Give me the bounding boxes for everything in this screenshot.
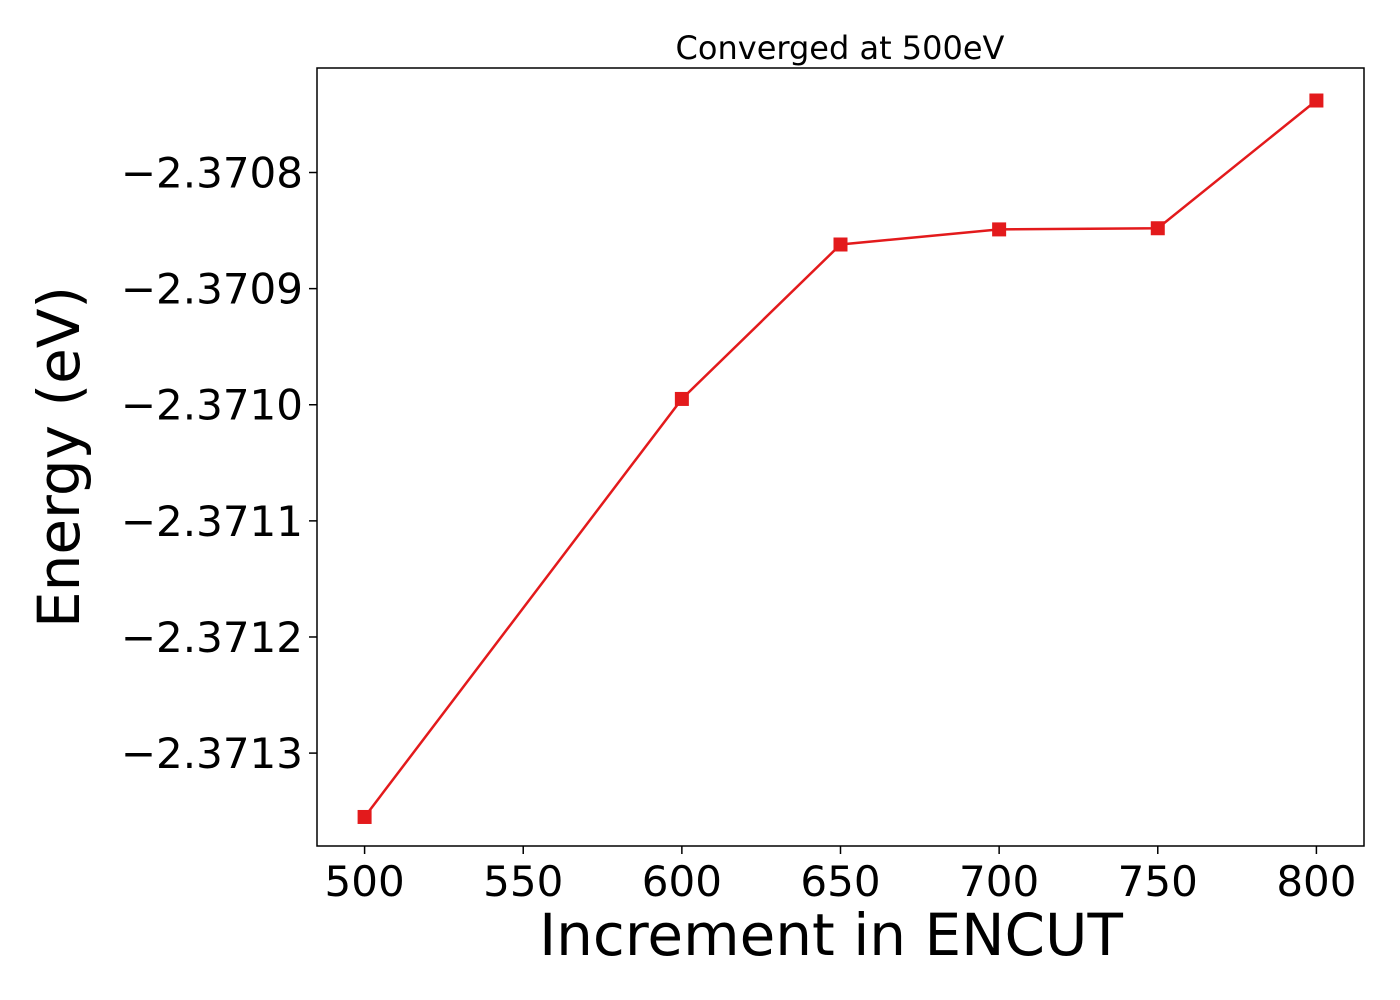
y-tick-label: −2.3713 xyxy=(121,729,303,778)
y-axis-label: Energy (eV) xyxy=(25,286,93,628)
data-point-marker xyxy=(674,391,689,406)
x-tick-label: 800 xyxy=(1276,857,1356,906)
x-tick-label: 500 xyxy=(325,857,405,906)
x-axis-label: Increment in ENCUT xyxy=(539,901,1123,969)
x-tick-label: 750 xyxy=(1118,857,1198,906)
x-tick-label: 550 xyxy=(483,857,563,906)
data-point-marker xyxy=(833,237,848,252)
y-tick-label: −2.3712 xyxy=(121,613,303,662)
x-tick-label: 650 xyxy=(800,857,880,906)
plot-frame xyxy=(316,67,1365,847)
y-tick-label: −2.3709 xyxy=(121,265,303,314)
data-point-marker xyxy=(992,222,1007,237)
y-tick-label: −2.3708 xyxy=(121,149,303,198)
y-axis-ticks: −2.3708 −2.3709 −2.3710 −2.3711 −2.3712 −2.37… xyxy=(121,149,317,778)
data-point-marker xyxy=(1309,93,1324,108)
x-tick-label: 600 xyxy=(642,857,722,906)
x-tick-label: 700 xyxy=(959,857,1039,906)
x-axis-ticks: 500 550 600 650 700 750 800 xyxy=(325,846,1356,906)
data-point-marker xyxy=(1150,221,1165,236)
chart-title: Converged at 500eV xyxy=(676,29,1005,67)
series-layer xyxy=(357,93,1324,824)
series-line xyxy=(363,99,1318,818)
y-tick-label: −2.3710 xyxy=(121,381,303,430)
data-point-marker xyxy=(357,809,372,824)
y-tick-label: −2.3711 xyxy=(121,497,303,546)
